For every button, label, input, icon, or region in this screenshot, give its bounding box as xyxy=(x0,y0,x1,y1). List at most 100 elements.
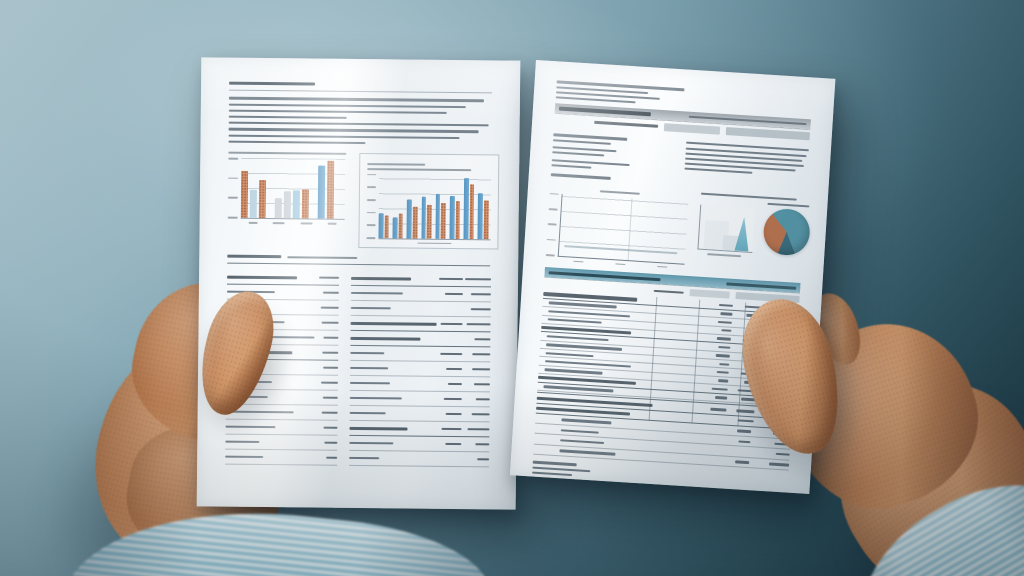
value-cell xyxy=(461,428,490,431)
mini-bar-chart xyxy=(697,204,756,253)
charts-row xyxy=(227,151,500,250)
row-label xyxy=(536,406,631,416)
left-doc-title xyxy=(229,81,492,88)
text-line xyxy=(367,186,377,189)
text-line xyxy=(707,252,742,257)
value-cell xyxy=(313,456,338,460)
row-label xyxy=(225,455,264,459)
cell-value xyxy=(323,426,338,430)
table-row xyxy=(349,451,490,468)
cell-value xyxy=(718,379,729,383)
table-row xyxy=(350,361,491,378)
chart-bar xyxy=(258,179,267,218)
line-chart xyxy=(545,183,689,269)
chart-bar xyxy=(398,213,404,239)
bar-plot-area xyxy=(240,157,346,220)
text-line xyxy=(599,189,640,195)
row-label xyxy=(349,456,380,460)
line-plot-area xyxy=(557,193,689,265)
row-label xyxy=(351,276,412,281)
chart-bar xyxy=(326,160,335,219)
value-cell xyxy=(462,368,491,371)
cell-value xyxy=(322,291,339,295)
row-label xyxy=(350,321,437,326)
info-left-column xyxy=(550,130,677,183)
text-line xyxy=(228,157,239,160)
table-row xyxy=(350,271,492,288)
title-divider xyxy=(229,90,493,94)
text-line xyxy=(366,224,376,227)
cell-value xyxy=(720,312,733,316)
chart-bar xyxy=(392,217,398,238)
grouped-bar-chart xyxy=(227,151,347,225)
value-cell xyxy=(702,378,729,383)
table-row xyxy=(349,391,490,408)
chart-bar xyxy=(317,165,326,219)
cell-value xyxy=(718,345,731,349)
cell-value xyxy=(473,383,490,386)
value-cell xyxy=(463,278,492,281)
value-cell xyxy=(437,322,463,326)
row-label xyxy=(547,318,602,325)
cell-value xyxy=(444,292,463,296)
value-cell xyxy=(700,407,727,412)
text-line xyxy=(689,289,730,299)
text-line xyxy=(228,121,490,127)
value-cell xyxy=(463,293,491,296)
row-label xyxy=(349,411,386,415)
cell-value xyxy=(323,336,339,340)
value-cell xyxy=(314,381,338,385)
value-cell xyxy=(722,451,750,453)
value-cell xyxy=(314,396,338,400)
text-line xyxy=(367,173,377,176)
text-line xyxy=(545,253,555,257)
value-cell xyxy=(701,395,728,400)
table-row xyxy=(350,301,491,318)
row-label xyxy=(560,428,599,434)
text-line xyxy=(228,140,366,144)
chart-bar xyxy=(274,198,282,219)
row-label xyxy=(559,449,616,456)
value-cell xyxy=(435,427,462,431)
cell-value xyxy=(441,427,462,431)
value-cell xyxy=(436,352,463,356)
value-cell xyxy=(702,387,728,391)
table-row xyxy=(349,406,490,423)
cell-value xyxy=(475,443,490,446)
value-cell xyxy=(462,413,490,416)
value-cell xyxy=(703,370,729,375)
chart-bar xyxy=(435,194,441,239)
text-line xyxy=(228,97,485,102)
value-cell xyxy=(462,398,490,401)
row-label xyxy=(349,426,408,431)
cell-value xyxy=(322,351,339,355)
row-label xyxy=(350,351,385,355)
intro-paragraph xyxy=(228,97,491,145)
value-cell xyxy=(705,337,731,341)
info-right-column xyxy=(683,139,809,192)
cell-value xyxy=(472,353,491,356)
row-label xyxy=(561,418,612,424)
row-label xyxy=(227,275,298,280)
cell-value xyxy=(471,413,490,416)
text-line xyxy=(547,223,557,226)
text-line xyxy=(550,173,611,180)
text-line xyxy=(657,265,668,268)
pie-chart xyxy=(762,207,812,257)
text-line xyxy=(228,177,239,180)
text-line xyxy=(615,263,626,266)
text-line xyxy=(228,151,347,155)
chart-bar xyxy=(449,195,455,239)
cell-value xyxy=(470,308,491,311)
text-line xyxy=(272,221,285,224)
cell-value xyxy=(440,352,463,356)
cell-value xyxy=(465,278,492,281)
chart-bar xyxy=(483,199,489,239)
cell-value xyxy=(716,337,731,341)
cell-value xyxy=(711,387,728,391)
value-cell xyxy=(437,277,464,281)
row-label xyxy=(350,291,403,295)
value-cell xyxy=(700,418,726,420)
cell-value xyxy=(470,293,491,296)
text-line xyxy=(767,202,810,208)
